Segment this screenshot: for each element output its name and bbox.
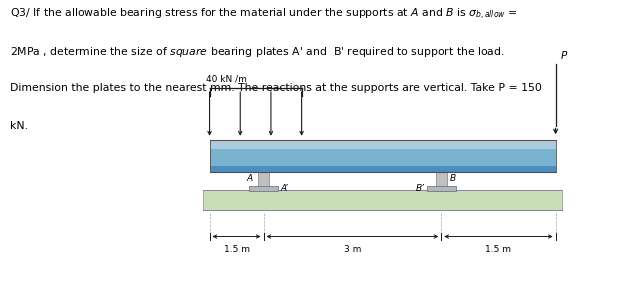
- Text: 1.5 m: 1.5 m: [486, 245, 511, 254]
- Text: A: A: [246, 174, 253, 183]
- Bar: [249, 186, 278, 191]
- Bar: [427, 186, 456, 191]
- Text: 1.5 m: 1.5 m: [224, 245, 250, 254]
- Bar: [436, 172, 447, 190]
- Text: 40 kN /m: 40 kN /m: [206, 74, 247, 83]
- Text: Dimension the plates to the nearest mm. The reactions at the supports are vertic: Dimension the plates to the nearest mm. …: [10, 83, 542, 93]
- Bar: [210, 149, 556, 166]
- Text: Q3/ If the allowable bearing stress for the material under the supports at $\it{: Q3/ If the allowable bearing stress for …: [10, 7, 518, 22]
- Text: B’: B’: [415, 184, 424, 193]
- Text: kN.: kN.: [10, 121, 27, 131]
- Bar: [258, 172, 269, 190]
- Text: B: B: [450, 174, 457, 183]
- Text: 2MPa , determine the size of $\it{square}$ bearing plates A' and  B' required to: 2MPa , determine the size of $\it{square…: [10, 45, 504, 59]
- Text: 3 m: 3 m: [344, 245, 361, 254]
- Bar: [210, 140, 556, 149]
- Bar: [203, 190, 562, 210]
- Text: P: P: [561, 51, 567, 61]
- Text: A’: A’: [281, 184, 288, 193]
- FancyBboxPatch shape: [210, 166, 556, 172]
